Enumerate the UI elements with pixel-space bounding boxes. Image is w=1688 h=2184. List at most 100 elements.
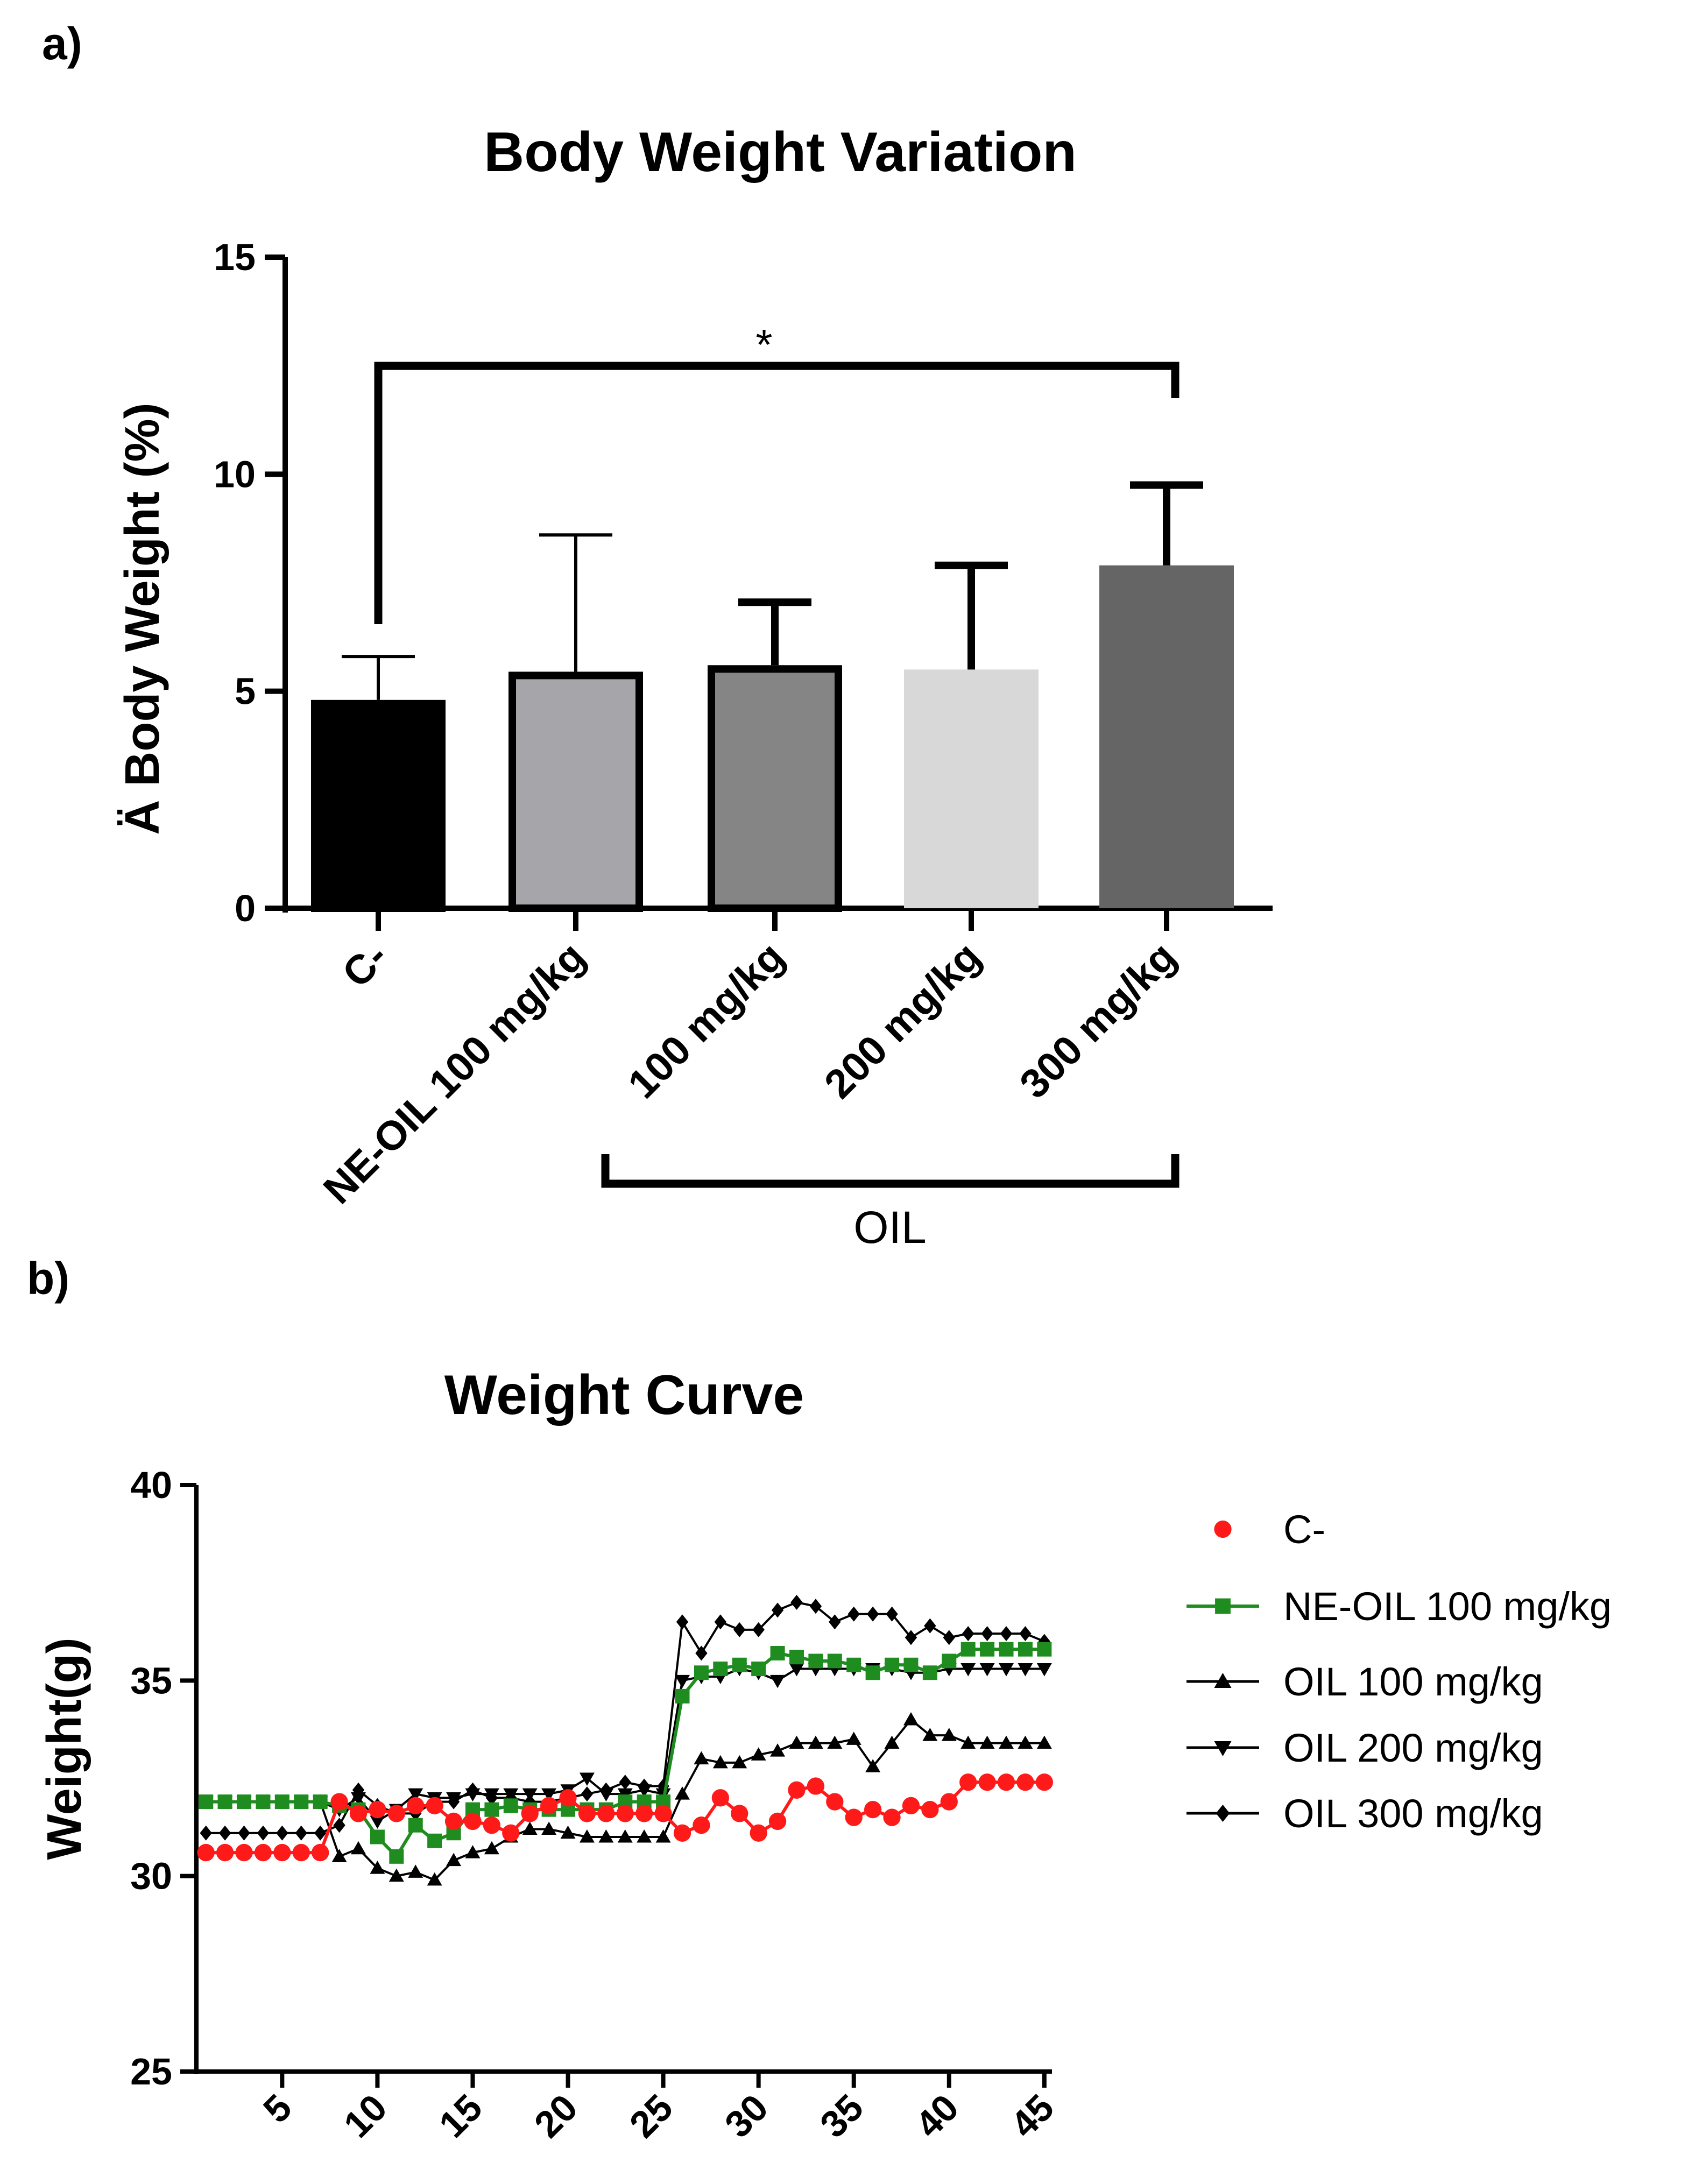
bar-chart-title: Body Weight Variation — [484, 121, 1077, 183]
bar-ne-oil-100-mg-kg — [508, 672, 643, 913]
data-point-c — [330, 1793, 348, 1811]
data-point-ne-oil-100-mg-kg — [980, 1642, 995, 1657]
line-chart-y-ticks: 25 30 35 40 — [130, 1464, 196, 2093]
data-point-oil-100-mg-kg — [427, 1872, 442, 1886]
data-point-c — [902, 1797, 920, 1815]
data-point-c — [387, 1805, 405, 1822]
data-point-ne-oil-100-mg-kg — [427, 1833, 442, 1848]
line-chart-axes — [194, 1485, 1052, 2074]
data-point-oil-100-mg-kg — [484, 1841, 499, 1855]
data-point-ne-oil-100-mg-kg — [484, 1802, 499, 1817]
data-point-oil-100-mg-kg — [579, 1829, 595, 1843]
data-point-c — [826, 1793, 844, 1811]
data-point-c — [369, 1800, 386, 1819]
data-point-ne-oil-100-mg-kg — [751, 1662, 766, 1677]
data-point-oil-300-mg-kg — [886, 1606, 898, 1622]
line-chart-y-tick-label: 25 — [130, 2051, 172, 2093]
data-point-oil-200-mg-kg — [579, 1772, 595, 1786]
data-point-oil-300-mg-kg — [790, 1595, 803, 1610]
data-point-c — [750, 1824, 767, 1842]
data-point-oil-100-mg-kg — [999, 1735, 1014, 1749]
bar-chart-y-tick-label: 0 — [235, 887, 256, 929]
data-point-oil-200-mg-kg — [465, 1788, 481, 1802]
legend-label-ne-oil-100-mg-kg: NE-OIL 100 mg/kg — [1283, 1584, 1612, 1629]
data-point-oil-300-mg-kg — [238, 1825, 250, 1841]
data-point-ne-oil-100-mg-kg — [675, 1688, 690, 1704]
data-point-oil-200-mg-kg — [1036, 1663, 1052, 1677]
line-chart-y-tick-label: 30 — [130, 1855, 172, 1897]
category-label-200-mg-kg: 200 mg/kg — [816, 934, 990, 1107]
bar-c — [311, 699, 446, 913]
data-point-c — [978, 1773, 996, 1791]
data-point-oil-200-mg-kg — [598, 1788, 614, 1802]
data-point-oil-100-mg-kg — [941, 1728, 957, 1741]
data-point-oil-300-mg-kg — [676, 1614, 689, 1630]
data-point-c — [807, 1777, 825, 1795]
data-point-oil-200-mg-kg — [446, 1792, 462, 1806]
line-chart-x-tick-label: 30 — [717, 2086, 776, 2145]
data-point-ne-oil-100-mg-kg — [846, 1657, 861, 1672]
data-point-oil-200-mg-kg — [960, 1663, 976, 1677]
data-point-ne-oil-100-mg-kg — [313, 1794, 328, 1810]
data-point-c — [521, 1805, 539, 1822]
data-point-oil-300-mg-kg — [752, 1622, 765, 1637]
data-point-oil-300-mg-kg — [200, 1825, 212, 1841]
data-point-ne-oil-100-mg-kg — [960, 1642, 976, 1657]
line-chart-x-tick-label: 25 — [621, 2086, 681, 2145]
line-chart-y-tick-label: 40 — [130, 1464, 172, 1506]
legend-marker-oil-100-mg-kg — [1214, 1673, 1232, 1688]
data-point-oil-300-mg-kg — [924, 1618, 936, 1634]
data-point-c — [464, 1812, 482, 1830]
data-point-c — [273, 1843, 291, 1862]
legend-label-oil-300-mg-kg: OIL 300 mg/kg — [1283, 1791, 1543, 1836]
data-point-c — [426, 1797, 443, 1815]
data-point-oil-300-mg-kg — [905, 1630, 917, 1645]
bar-series — [311, 565, 1234, 913]
data-point-ne-oil-100-mg-kg — [294, 1794, 309, 1810]
bar-chart-y-tick-label: 15 — [214, 236, 256, 278]
data-point-ne-oil-100-mg-kg — [789, 1650, 804, 1665]
data-point-c — [597, 1805, 615, 1822]
category-label-c: C- — [334, 934, 397, 996]
data-point-oil-100-mg-kg — [960, 1735, 976, 1749]
bar-300-mg-kg — [1099, 565, 1234, 908]
data-point-oil-200-mg-kg — [503, 1788, 519, 1802]
category-label-100-mg-kg: 100 mg/kg — [619, 934, 793, 1107]
legend: C- NE-OIL 100 mg/kg OIL 100 mg/kg OIL 200 m… — [1186, 1507, 1612, 1836]
line-chart-x-tick-label: 40 — [907, 2086, 966, 2145]
data-point-oil-100-mg-kg — [808, 1735, 823, 1749]
bar-100-mg-kg — [708, 665, 842, 913]
data-point-oil-100-mg-kg — [617, 1829, 633, 1843]
data-point-ne-oil-100-mg-kg — [274, 1794, 289, 1810]
legend-marker-oil-200-mg-kg — [1214, 1741, 1232, 1756]
line-chart-y-tick-label: 35 — [130, 1659, 172, 1701]
data-point-c — [1035, 1773, 1053, 1791]
data-point-c — [959, 1773, 977, 1791]
series-c — [197, 1773, 1053, 1862]
data-point-oil-200-mg-kg — [484, 1788, 499, 1802]
data-point-c — [768, 1812, 787, 1830]
data-point-oil-100-mg-kg — [655, 1829, 671, 1843]
data-point-oil-300-mg-kg — [695, 1645, 708, 1661]
data-point-oil-100-mg-kg — [408, 1864, 423, 1878]
line-series-group — [197, 1595, 1053, 1886]
category-label-300-mg-kg: 300 mg/kg — [1011, 934, 1185, 1107]
data-point-oil-100-mg-kg — [541, 1821, 557, 1835]
data-point-ne-oil-100-mg-kg — [256, 1794, 271, 1810]
data-point-c — [483, 1817, 501, 1834]
data-point-oil-200-mg-kg — [370, 1815, 385, 1829]
legend-label-c: C- — [1283, 1507, 1325, 1552]
data-point-oil-100-mg-kg — [560, 1825, 576, 1839]
data-point-oil-100-mg-kg — [751, 1747, 766, 1761]
data-point-oil-200-mg-kg — [675, 1674, 690, 1688]
data-point-ne-oil-100-mg-kg — [903, 1657, 919, 1672]
line-chart-y-axis-title: Weight(g) — [38, 1637, 91, 1860]
data-point-oil-100-mg-kg — [1018, 1735, 1033, 1749]
significance-bracket — [374, 362, 1180, 624]
data-point-c — [693, 1817, 710, 1834]
legend-marker-c — [1214, 1520, 1232, 1538]
data-point-c — [407, 1797, 425, 1815]
data-point-c — [654, 1805, 672, 1822]
data-point-ne-oil-100-mg-kg — [999, 1642, 1014, 1657]
line-chart-x-tick-label: 15 — [431, 2086, 490, 2145]
